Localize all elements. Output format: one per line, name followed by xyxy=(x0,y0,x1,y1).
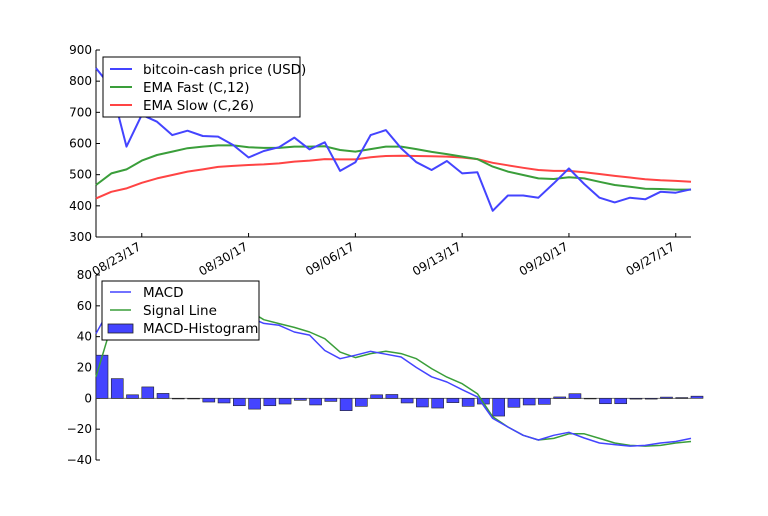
legend-label-ema-fast: EMA Fast (C,12) xyxy=(143,80,250,96)
macd-axes: −40 −20 0 20 40 60 80 xyxy=(67,268,704,467)
histogram-bar xyxy=(202,398,216,403)
series-line-bitcoin-cash-price-usd- xyxy=(95,67,692,212)
histogram-bar xyxy=(431,398,444,409)
histogram-bar xyxy=(446,398,460,403)
histogram-bar xyxy=(400,398,414,404)
histogram-bar xyxy=(141,386,155,399)
histogram-bar xyxy=(309,398,322,406)
histogram-bar xyxy=(599,398,612,405)
y-tick-label: 500 xyxy=(69,168,92,182)
histogram-bar xyxy=(233,398,246,407)
y-tick-label: 0 xyxy=(84,391,92,405)
y-tick-label: 80 xyxy=(77,268,92,282)
histogram-bar xyxy=(355,398,368,407)
histogram-bar xyxy=(553,396,566,399)
legend-label-price: bitcoin-cash price (USD) xyxy=(143,62,306,78)
y-tick-label: 60 xyxy=(77,299,92,313)
histogram-bar xyxy=(416,398,429,408)
y-tick-label: −20 xyxy=(67,422,92,436)
histogram-bar xyxy=(644,398,658,400)
y-tick-label: 300 xyxy=(69,230,92,244)
histogram-bar xyxy=(461,398,475,407)
y-tick-label: 40 xyxy=(77,330,92,344)
legend-label-signal: Signal Line xyxy=(143,303,217,319)
histogram-bar xyxy=(629,398,643,400)
histogram-bar xyxy=(690,395,704,399)
histogram-bar xyxy=(156,393,170,399)
y-tick-label: 700 xyxy=(69,105,92,119)
price-legend: bitcoin-cash price (USD) EMA Fast (C,12)… xyxy=(102,56,306,118)
histogram-bar xyxy=(278,398,292,405)
histogram-bar xyxy=(492,398,505,417)
histogram-bar xyxy=(583,398,597,400)
y-tick-label: 20 xyxy=(77,361,92,375)
legend-box xyxy=(102,56,301,118)
histogram-bar xyxy=(614,398,628,405)
histogram-bar xyxy=(675,397,689,399)
macd-legend: MACD Signal Line MACD-Histogram xyxy=(101,280,260,341)
histogram-bar xyxy=(126,394,139,399)
histogram-bar xyxy=(660,396,673,399)
histogram-bar xyxy=(110,378,124,399)
histogram-bar xyxy=(568,393,582,399)
histogram-bar xyxy=(370,394,383,399)
series-line-ema-fast-c-12- xyxy=(95,144,691,191)
x-tick-label: 09/06/17 xyxy=(303,239,357,278)
y-tick-label: 800 xyxy=(69,74,92,88)
histogram-bar xyxy=(385,394,399,399)
histogram-bar xyxy=(248,398,261,410)
histogram-bar xyxy=(339,398,353,411)
histogram-bar xyxy=(538,398,551,405)
histogram-bar xyxy=(507,398,521,408)
histogram-bar xyxy=(217,398,231,404)
legend-label-histogram: MACD-Histogram xyxy=(143,321,258,337)
y-tick-label: 600 xyxy=(69,137,92,151)
histogram-bar xyxy=(187,398,200,400)
series-line-ema-slow-c-26- xyxy=(95,154,692,200)
legend-label-ema-slow: EMA Slow (C,26) xyxy=(143,98,254,114)
y-tick-label: 400 xyxy=(69,199,92,213)
y-tick-label: 900 xyxy=(69,43,92,57)
histogram-bar xyxy=(95,354,109,399)
x-tick-label: 09/27/17 xyxy=(624,239,678,278)
legend-label-macd: MACD xyxy=(143,285,183,301)
histogram-bar xyxy=(522,398,536,406)
x-tick-label: 09/20/17 xyxy=(517,239,571,278)
histogram-bar xyxy=(171,398,185,400)
legend-swatch-histogram xyxy=(107,323,134,334)
x-tick-label: 08/30/17 xyxy=(196,239,250,278)
x-tick-label: 09/13/17 xyxy=(410,239,464,278)
histogram-bar xyxy=(263,398,277,407)
histogram-bar xyxy=(324,398,338,402)
histogram-bar xyxy=(294,398,307,401)
x-tick-label: 08/23/17 xyxy=(90,239,144,278)
y-tick-label: −40 xyxy=(67,453,92,467)
